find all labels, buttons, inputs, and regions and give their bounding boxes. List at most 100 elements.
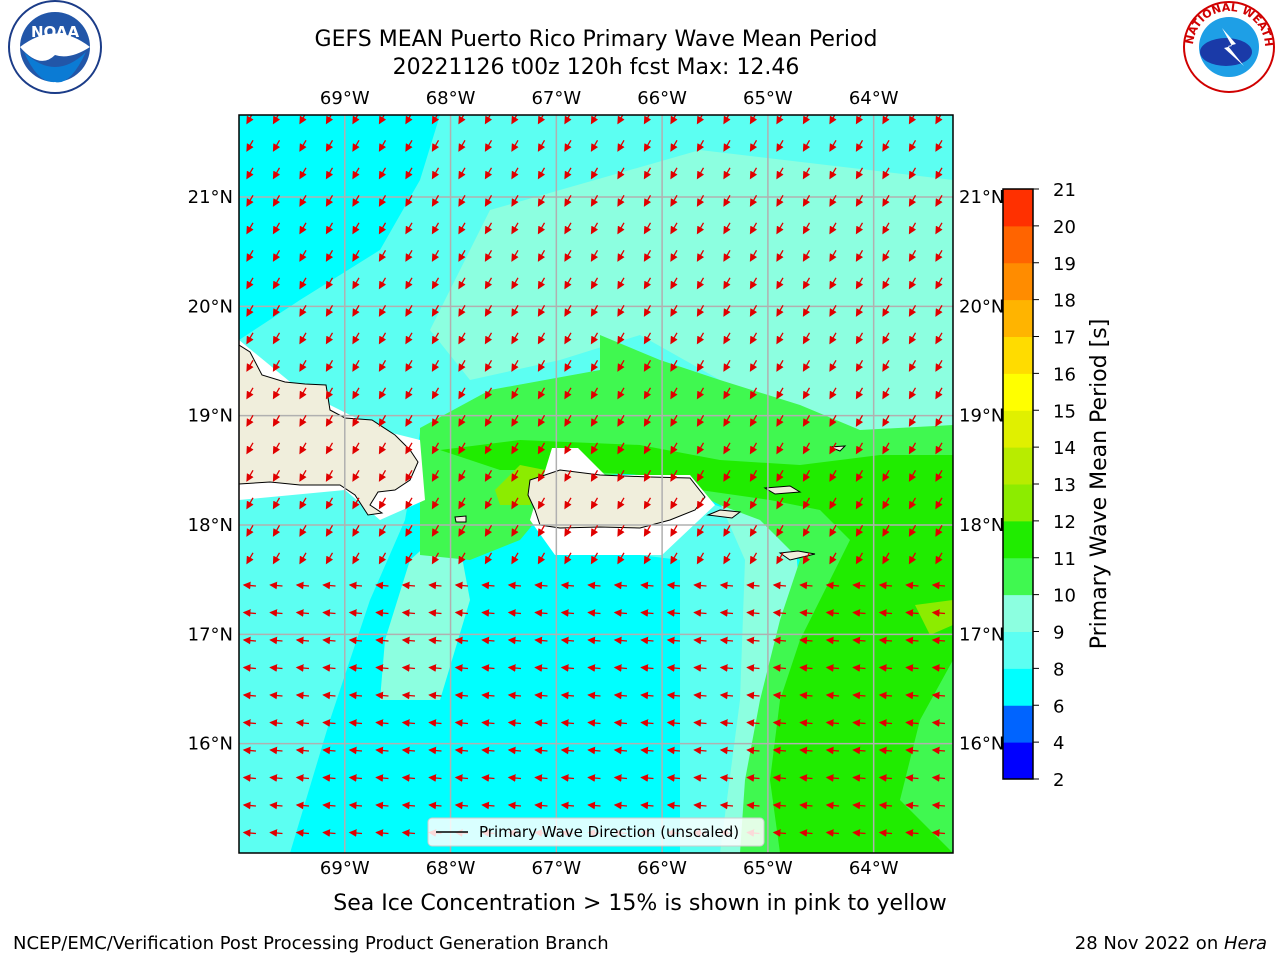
wave-arrow — [431, 249, 440, 262]
wave-arrow — [401, 581, 416, 590]
wave-arrow — [693, 581, 707, 590]
wave-arrow — [643, 414, 652, 427]
wave-arrow — [617, 359, 625, 372]
wave-arrow — [322, 746, 336, 755]
wave-arrow — [855, 249, 864, 262]
wave-arrow — [855, 524, 864, 537]
wave-arrow — [640, 581, 654, 590]
wave-arrow — [378, 139, 387, 152]
wave-arrow — [590, 222, 599, 235]
wave-arrow — [299, 332, 307, 345]
wave-arrow — [852, 801, 866, 810]
wave-arrow — [246, 469, 254, 482]
wave-arrow — [511, 332, 519, 345]
wave-arrow — [378, 442, 387, 455]
wave-arrow — [484, 332, 493, 345]
wave-arrow — [352, 359, 360, 372]
wave-arrow — [908, 139, 917, 152]
wave-arrow — [723, 167, 731, 180]
wave-arrow — [242, 829, 257, 837]
wave-arrow — [378, 194, 387, 207]
wave-arrow — [484, 277, 493, 290]
wave-arrow — [325, 497, 334, 510]
wave-arrow — [537, 167, 546, 180]
wave-arrow — [723, 277, 731, 290]
wave-arrow — [375, 609, 389, 617]
wave-arrow — [299, 115, 307, 125]
wave-arrow — [746, 581, 760, 590]
wave-arrow — [352, 194, 360, 207]
wave-arrow — [640, 664, 654, 672]
wave-arrow — [643, 387, 652, 400]
wave-arrow — [484, 552, 493, 565]
wave-arrow — [325, 387, 334, 400]
wave-arrow — [246, 332, 254, 345]
wave-arrow — [378, 167, 387, 180]
colorbar-segment — [1003, 742, 1033, 780]
wave-arrow — [590, 167, 599, 180]
wave-arrow — [511, 304, 519, 317]
wave-arrow — [640, 691, 654, 700]
wave-arrow — [375, 774, 389, 782]
wave-arrow — [405, 469, 413, 482]
period-region-8-9-south — [560, 500, 760, 853]
wave-arrow — [352, 115, 360, 125]
wave-arrow — [348, 746, 363, 755]
wave-arrow — [431, 442, 440, 455]
wave-arrow — [666, 609, 681, 617]
wave-arrow — [696, 249, 705, 262]
wave-arrow — [587, 636, 601, 645]
wave-arrow — [666, 664, 681, 672]
wave-arrow — [405, 304, 413, 317]
wave-arrow — [534, 636, 548, 645]
wave-arrow — [643, 194, 652, 207]
wave-arrow — [295, 801, 310, 810]
wave-arrow — [325, 469, 334, 482]
wave-arrow — [772, 829, 787, 837]
wave-arrow — [507, 774, 522, 782]
wave-arrow — [643, 552, 652, 565]
wave-arrow — [643, 277, 652, 290]
wave-arrow — [458, 524, 466, 537]
wave-arrow — [378, 469, 387, 482]
wave-arrow — [378, 249, 387, 262]
wave-arrow — [931, 609, 946, 617]
wave-arrow — [643, 359, 652, 372]
wave-arrow — [564, 387, 572, 400]
wave-arrow — [454, 691, 469, 700]
wave-arrow — [484, 414, 493, 427]
wave-arrow — [325, 139, 334, 152]
wave-arrow — [352, 387, 360, 400]
wave-arrow — [507, 746, 522, 755]
wave-arrow — [375, 801, 389, 810]
wave-arrow — [882, 497, 890, 510]
lon-label-top: 66°W — [637, 88, 687, 109]
wave-arrow — [670, 249, 678, 262]
wave-arrow — [299, 304, 307, 317]
wave-arrow — [534, 691, 548, 700]
wave-arrow — [908, 359, 917, 372]
wave-arrow — [776, 194, 784, 207]
wave-arrow — [746, 664, 760, 672]
wave-arrow — [855, 115, 864, 125]
wave-arrow — [484, 139, 493, 152]
wave-arrow — [905, 636, 919, 645]
wave-arrow — [613, 719, 628, 727]
wave-arrow — [696, 387, 705, 400]
wave-arrow — [511, 167, 519, 180]
wave-arrow — [587, 581, 601, 590]
wave-arrow — [613, 691, 628, 700]
wave-arrow — [325, 414, 334, 427]
wave-arrow — [935, 167, 943, 180]
chart-title: GEFS MEAN Puerto Rico Primary Wave Mean … — [314, 27, 878, 52]
wave-arrow — [405, 442, 413, 455]
wave-arrow — [537, 414, 546, 427]
footer-credit: NCEP/EMC/Verification Post Processing Pr… — [13, 933, 609, 954]
wave-arrow — [878, 829, 893, 837]
wave-arrow — [537, 249, 546, 262]
wave-arrow — [882, 194, 890, 207]
wave-arrow — [802, 222, 811, 235]
wave-arrow — [375, 746, 389, 755]
wave-arrow — [670, 524, 678, 537]
wave-arrow — [617, 524, 625, 537]
